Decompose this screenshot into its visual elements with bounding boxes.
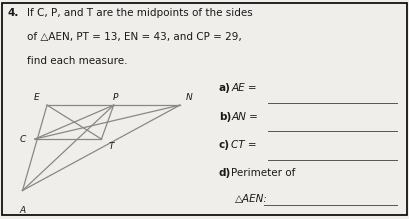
- Text: c): c): [219, 140, 230, 150]
- Text: C: C: [20, 134, 26, 144]
- Text: b): b): [219, 112, 231, 122]
- Text: E: E: [34, 93, 40, 102]
- Text: Perimeter of: Perimeter of: [231, 168, 295, 178]
- Text: CT =: CT =: [231, 140, 257, 150]
- Text: △AEN:: △AEN:: [235, 194, 268, 204]
- Text: A: A: [20, 206, 25, 215]
- Text: AN =: AN =: [231, 112, 258, 122]
- Text: find each measure.: find each measure.: [27, 56, 127, 66]
- Text: N: N: [186, 93, 192, 102]
- Text: AE =: AE =: [231, 83, 257, 93]
- Text: P: P: [112, 93, 118, 102]
- Text: T: T: [109, 142, 114, 151]
- Text: If C, P, and T are the midpoints of the sides: If C, P, and T are the midpoints of the …: [27, 8, 252, 18]
- Text: a): a): [219, 83, 231, 93]
- Text: 4.: 4.: [7, 8, 19, 18]
- Text: d): d): [219, 168, 231, 178]
- Text: of △AEN, PT = 13, EN = 43, and CP = 29,: of △AEN, PT = 13, EN = 43, and CP = 29,: [27, 32, 241, 42]
